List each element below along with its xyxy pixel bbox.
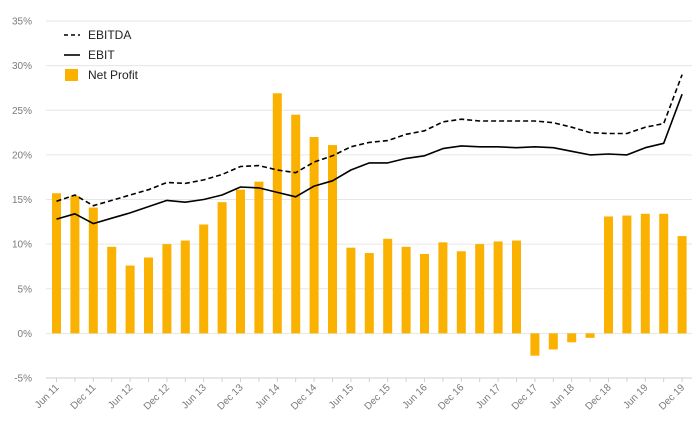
x-tick-label: Jun 16 — [401, 382, 430, 411]
net-profit-bar — [272, 93, 282, 334]
x-tick-label: Jun 19 — [621, 382, 650, 411]
net-profit-bar — [401, 246, 411, 334]
net-profit-bar — [383, 238, 393, 334]
net-profit-bar — [180, 240, 190, 334]
net-profit-bar — [52, 193, 61, 334]
net-profit-bar — [659, 213, 669, 334]
net-profit-bar — [438, 242, 448, 334]
x-tick-label: Jun 12 — [106, 382, 135, 411]
y-tick-label: 20% — [12, 150, 32, 161]
net-profit-bar — [328, 145, 337, 334]
net-profit-bar — [144, 257, 153, 334]
x-tick-label: Dec 14 — [289, 382, 319, 412]
x-tick-label: Dec 12 — [142, 382, 172, 412]
x-tick-label: Dec 18 — [583, 382, 613, 412]
x-tick-label: Jun 13 — [180, 382, 209, 411]
x-axis: Jun 11 Dec 11 Jun 12 Dec 12 Jun 13 Dec 13 Jun … — [33, 377, 692, 413]
x-tick-label: Dec 16 — [436, 382, 466, 412]
y-tick-label: -5% — [14, 374, 32, 385]
net-profit-bar — [604, 216, 613, 334]
net-profit-bar — [493, 241, 503, 334]
x-tick-label: Jun 11 — [33, 382, 62, 411]
net-profit-bar — [622, 215, 632, 334]
net-profit-bar — [236, 189, 245, 334]
legend-net-profit-label: Net Profit — [88, 68, 139, 82]
gridlines — [46, 20, 692, 379]
x-tick-label: Dec 13 — [215, 382, 245, 412]
net-profit-bar — [640, 213, 650, 334]
y-tick-label: 5% — [18, 284, 33, 295]
legend-net-profit-swatch — [65, 69, 78, 81]
x-tick-label: Jun 17 — [474, 382, 503, 411]
net-profit-bar — [107, 246, 117, 334]
net-profit-bar — [346, 247, 356, 334]
x-tick-label: Dec 11 — [69, 382, 99, 412]
y-tick-label: 15% — [12, 195, 32, 206]
y-tick-label: 30% — [12, 61, 32, 72]
y-tick-label: 25% — [12, 106, 32, 117]
net-profit-bar — [420, 253, 429, 334]
y-tick-label: 35% — [12, 17, 32, 28]
net-profit-bar — [125, 265, 135, 334]
x-tick-label: Jun 18 — [548, 382, 577, 411]
net-profit-bar — [291, 114, 301, 334]
x-tick-label: Dec 19 — [657, 382, 687, 412]
net-profit-bar — [677, 236, 687, 334]
legend: EBITDA EBIT Net Profit — [64, 28, 139, 82]
net-profit-bar — [567, 333, 577, 343]
net-profit-bar — [364, 253, 374, 334]
lines — [56, 74, 683, 225]
net-profit-bar — [585, 333, 595, 338]
net-profit-bar — [199, 224, 209, 334]
net-profit-bars — [52, 93, 687, 356]
net-profit-bar — [309, 137, 319, 334]
x-tick-label: Dec 17 — [510, 382, 540, 412]
net-profit-bar — [475, 244, 485, 334]
y-tick-label: 0% — [18, 329, 33, 340]
net-profit-bar — [254, 181, 264, 334]
net-profit-bar — [88, 207, 98, 334]
ebitda-line — [56, 74, 683, 207]
ebit-line — [56, 93, 683, 225]
x-tick-label: Jun 15 — [327, 382, 356, 411]
legend-ebitda-label: EBITDA — [88, 28, 131, 42]
net-profit-bar — [456, 251, 466, 334]
x-tick-label: Dec 15 — [363, 382, 393, 412]
x-tick-label: Jun 14 — [253, 382, 282, 411]
net-profit-bar — [70, 195, 80, 334]
net-profit-bar — [548, 333, 558, 350]
net-profit-bar — [512, 240, 521, 334]
y-tick-label: 10% — [12, 240, 32, 251]
net-profit-bar — [217, 202, 227, 334]
net-profit-bar — [530, 333, 540, 356]
net-profit-bar — [162, 244, 172, 334]
legend-ebit-label: EBIT — [88, 48, 115, 62]
y-axis-tick-labels: -5% 0% 5% 10% 15% 20% 25% 30% 35% — [12, 17, 32, 385]
